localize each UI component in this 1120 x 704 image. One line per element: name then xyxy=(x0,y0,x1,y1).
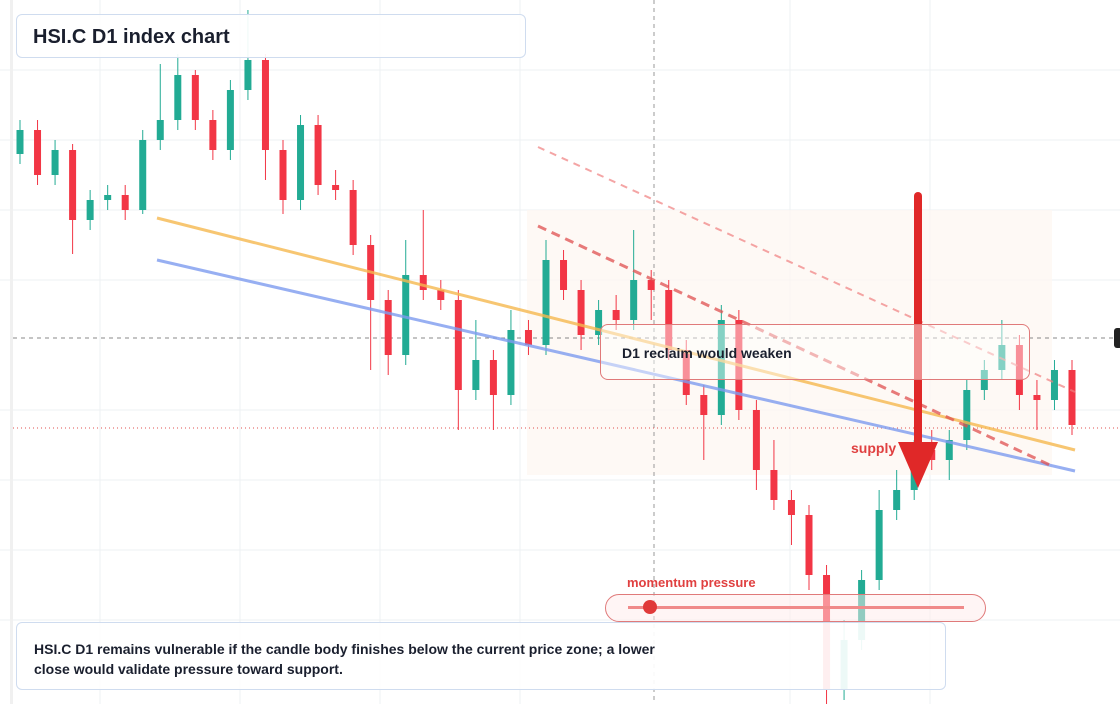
candle-body xyxy=(332,185,340,190)
candle-body xyxy=(612,310,620,320)
candle-body xyxy=(560,260,568,290)
candle-body xyxy=(893,490,901,510)
candle-body xyxy=(700,395,708,415)
trendline-red-dashed xyxy=(537,224,1053,468)
left-edge xyxy=(10,0,13,704)
candle-body xyxy=(507,330,515,395)
candle-body xyxy=(437,290,445,300)
candle-body xyxy=(384,300,392,355)
candle-body xyxy=(104,195,112,200)
candle-body xyxy=(1033,395,1041,400)
candle-body xyxy=(1015,345,1023,395)
title-box: HSI.C D1 index chart xyxy=(16,14,526,58)
slider-track xyxy=(628,606,964,609)
candle-body xyxy=(595,310,603,335)
candle-body xyxy=(752,410,760,470)
candle-body xyxy=(875,510,883,580)
candle-body xyxy=(191,75,199,120)
arrow-head xyxy=(898,442,938,488)
zone-label: D1 reclaim would weaken xyxy=(622,345,792,361)
candle-body xyxy=(454,300,462,390)
candle-body xyxy=(419,275,427,290)
candle-body xyxy=(297,125,305,200)
candle-body xyxy=(1050,370,1058,400)
price-tag xyxy=(1114,328,1120,348)
candle-body xyxy=(279,150,287,200)
candle-body xyxy=(998,345,1006,370)
candle-body xyxy=(261,60,269,150)
candle-body xyxy=(489,360,497,395)
chart-title: HSI.C D1 index chart xyxy=(33,26,230,48)
candle-body xyxy=(630,280,638,320)
momentum-slider xyxy=(605,594,986,622)
candle-body xyxy=(524,330,532,345)
candle-body xyxy=(787,500,795,515)
candle-body xyxy=(69,150,77,220)
zone-box: D1 reclaim would weaken xyxy=(600,324,1030,380)
candle-body xyxy=(174,75,182,120)
candle-body xyxy=(51,150,59,175)
candle-body xyxy=(1068,370,1076,425)
candle-body xyxy=(770,470,778,500)
supply-label: supply xyxy=(851,440,897,456)
candle-body xyxy=(805,515,813,575)
candle-body xyxy=(86,200,94,220)
candle-body xyxy=(665,290,673,350)
note-box: HSI.C D1 remains vulnerable if the candl… xyxy=(16,622,946,690)
candle-body xyxy=(577,290,585,335)
candle-body xyxy=(34,130,42,175)
candle-body xyxy=(121,195,129,210)
candle-body xyxy=(980,370,988,390)
candle-body xyxy=(945,440,953,460)
candle-body xyxy=(16,130,24,154)
candle-body xyxy=(139,140,147,210)
candle-body xyxy=(682,350,690,395)
candle-body xyxy=(402,275,410,355)
candle-body xyxy=(156,120,164,140)
candle-body xyxy=(226,90,234,150)
candle-body xyxy=(209,120,217,150)
note-text: HSI.C D1 remains vulnerable if the candl… xyxy=(34,641,655,677)
candle-body xyxy=(349,190,357,245)
candle-body xyxy=(472,360,480,390)
candle-body xyxy=(542,260,550,345)
momentum-label: momentum pressure xyxy=(627,575,756,590)
candle-body xyxy=(647,280,655,290)
candle-body xyxy=(963,390,971,440)
candle-body xyxy=(717,320,725,415)
slider-knob xyxy=(643,600,657,614)
candle-body xyxy=(244,60,252,90)
candle-body xyxy=(314,125,322,185)
